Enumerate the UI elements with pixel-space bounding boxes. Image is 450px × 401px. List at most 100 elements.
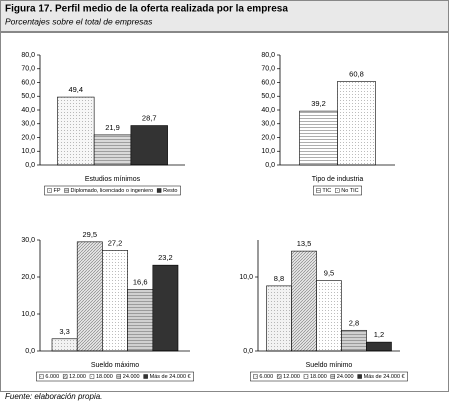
x-axis-label: Sueldo máximo bbox=[91, 362, 139, 369]
y-tick-label: 20,0 bbox=[21, 134, 35, 141]
figure-subtitle: Porcentajes sobre el total de empresas bbox=[5, 16, 153, 26]
legend-label: No TIC bbox=[341, 188, 358, 194]
legend-label: Más de 24.000 € bbox=[364, 374, 405, 380]
legend-label: TIC bbox=[322, 188, 331, 194]
bar bbox=[51, 338, 78, 352]
legend-label: 6.000 bbox=[45, 374, 59, 380]
legend: 6.000 12.000 18.000 24.000 Más de 24.000 € bbox=[36, 371, 194, 382]
value-label: 9,5 bbox=[324, 269, 334, 278]
y-tick-label: 0,0 bbox=[25, 162, 35, 169]
y-tick-label: 30,0 bbox=[261, 121, 275, 128]
legend-label: 24.000 bbox=[123, 374, 140, 380]
legend-swatch bbox=[357, 374, 362, 379]
legend-label: 12.000 bbox=[69, 374, 86, 380]
x-axis-label: Tipo de industria bbox=[312, 176, 364, 183]
bar bbox=[93, 134, 132, 166]
y-tick-label: 10,0 bbox=[261, 148, 275, 155]
legend-swatch bbox=[64, 188, 69, 193]
legend-swatch bbox=[276, 374, 282, 379]
bar bbox=[127, 289, 154, 352]
legend: FP Diplomado, licenciado o ingeniero Resto bbox=[44, 185, 181, 196]
legend-label: Resto bbox=[163, 188, 177, 194]
legend-swatch bbox=[47, 188, 52, 193]
value-label: 3,3 bbox=[59, 327, 69, 336]
bar bbox=[291, 250, 317, 352]
x-axis-label: Estudios mínimos bbox=[85, 176, 141, 183]
legend-label: Más de 24.000 € bbox=[150, 374, 191, 380]
y-tick-label: 60,0 bbox=[21, 79, 35, 86]
value-label: 23,2 bbox=[158, 253, 173, 262]
legend-swatch bbox=[303, 374, 309, 379]
legend-swatch bbox=[143, 374, 148, 379]
y-tick-label: 80,0 bbox=[261, 52, 275, 59]
legend-swatch bbox=[253, 374, 258, 379]
y-tick-label: 30,0 bbox=[21, 121, 35, 128]
value-label: 21,9 bbox=[105, 123, 120, 132]
y-tick-label: 0,0 bbox=[243, 348, 253, 355]
y-tick-label: 20,0 bbox=[261, 134, 275, 141]
value-label: 60,8 bbox=[349, 69, 364, 78]
legend: 6.000 12.000 18.000 24.000 Más de 24.000 € bbox=[250, 371, 408, 382]
y-tick-label: 30,0 bbox=[21, 237, 35, 244]
legend-box bbox=[44, 185, 181, 196]
legend-box bbox=[36, 371, 194, 382]
y-tick-label: 10,0 bbox=[21, 311, 35, 318]
bar bbox=[152, 264, 179, 352]
value-label: 27,2 bbox=[108, 238, 123, 247]
y-tick-label: 10,0 bbox=[21, 148, 35, 155]
value-label: 16,6 bbox=[133, 278, 148, 287]
legend-swatch bbox=[156, 188, 162, 193]
y-tick-label: 40,0 bbox=[21, 107, 35, 114]
y-tick-label: 70,0 bbox=[261, 66, 275, 73]
y-tick-label: 10,0 bbox=[239, 274, 253, 281]
y-tick-label: 80,0 bbox=[21, 52, 35, 59]
legend-label: 24.000 bbox=[337, 374, 354, 380]
bar bbox=[57, 96, 95, 166]
y-tick-label: 0,0 bbox=[25, 348, 35, 355]
y-tick-label: 40,0 bbox=[261, 107, 275, 114]
bar bbox=[337, 81, 376, 166]
bar bbox=[341, 329, 367, 352]
legend-label: Diplomado, licenciado o ingeniero bbox=[71, 188, 154, 194]
legend: TIC No TIC bbox=[313, 185, 362, 196]
value-label: 1,2 bbox=[374, 330, 384, 339]
value-label: 39,2 bbox=[311, 99, 326, 108]
bar bbox=[130, 125, 168, 166]
value-label: 13,5 bbox=[297, 239, 312, 248]
legend-label: 18.000 bbox=[96, 374, 113, 380]
bar bbox=[102, 250, 128, 352]
y-tick-label: 60,0 bbox=[261, 79, 275, 86]
x-axis-label: Sueldo mínimo bbox=[306, 362, 353, 369]
value-label: 8,8 bbox=[274, 274, 284, 283]
figure-title: Figura 17. Perfil medio de la oferta rea… bbox=[5, 4, 288, 15]
value-label: 2,8 bbox=[349, 318, 359, 327]
legend-box bbox=[250, 371, 408, 382]
legend-swatch bbox=[89, 374, 95, 379]
bar bbox=[316, 280, 342, 352]
legend-swatch bbox=[116, 374, 122, 379]
bar bbox=[76, 241, 103, 352]
y-tick-label: 50,0 bbox=[261, 93, 275, 100]
value-label: 49,4 bbox=[68, 85, 83, 94]
legend-swatch bbox=[335, 188, 340, 193]
y-tick-label: 0,0 bbox=[265, 162, 275, 169]
bar bbox=[299, 110, 338, 166]
legend-label: FP bbox=[54, 188, 61, 194]
bar bbox=[266, 285, 292, 352]
source-note: Fuente: elaboración propia. bbox=[5, 392, 102, 401]
figure-frame bbox=[0, 32, 449, 392]
legend-label: 6.000 bbox=[259, 374, 273, 380]
legend-swatch bbox=[316, 188, 321, 193]
legend-swatch bbox=[39, 374, 44, 379]
legend-swatch bbox=[62, 374, 68, 379]
value-label: 28,7 bbox=[142, 114, 157, 123]
legend-label: 12.000 bbox=[283, 374, 300, 380]
legend-label: 18.000 bbox=[310, 374, 327, 380]
title-band bbox=[0, 0, 449, 32]
bar bbox=[366, 341, 392, 352]
value-label: 29,5 bbox=[82, 230, 97, 239]
legend-swatch bbox=[330, 374, 336, 379]
y-tick-label: 70,0 bbox=[21, 66, 35, 73]
y-tick-label: 50,0 bbox=[21, 93, 35, 100]
